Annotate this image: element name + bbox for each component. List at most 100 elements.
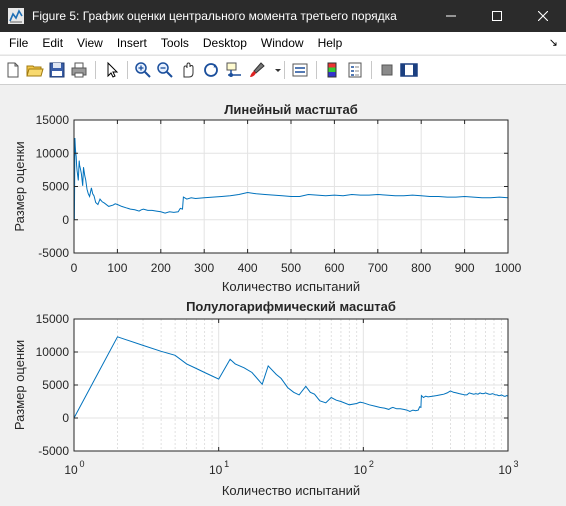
x-tick-label: 800 [411,261,431,275]
series-line [73,137,509,220]
menu-bar: File Edit View Insert Tools Desktop Wind… [0,32,566,54]
minimize-icon [446,15,456,17]
pointer-icon [107,61,119,78]
y-tick-label: 5000 [42,180,69,194]
new-figure-icon [7,62,19,78]
y-axis-label: Размер оценки [12,340,27,430]
open-icon [26,65,44,77]
x-tick-label: 10 [64,463,78,477]
figure-svg: 0 100 200 300 400 500 600 700 800 900 1000-5000050… [12,102,522,498]
y-tick-label: 15000 [36,113,70,127]
menu-help[interactable]: Help [317,36,343,50]
menu-insert[interactable]: Insert [116,36,147,50]
insert-colorbar-button[interactable] [322,60,342,80]
pan-icon [183,62,194,78]
zoom-out-button[interactable] [155,60,175,80]
pointer-button[interactable] [102,60,122,80]
x-tick-label: 700 [368,261,388,275]
axes-title: Линейный мастштаб [224,102,357,117]
zoom-in-icon [135,62,151,78]
y-tick-label: 0 [62,411,69,425]
axes-title: Полулогарифмический масштаб [186,299,396,314]
y-tick-label: 10000 [36,146,70,160]
axes-2: 10 0 10 1 10 2 10 3-5000050001000015000Полулога… [12,299,519,498]
x-tick-label: 10 [354,463,368,477]
y-tick-label: 0 [62,213,69,227]
x-tick-label: 200 [151,261,171,275]
x-tick-label: 400 [238,261,258,275]
x-tick-label: 300 [194,261,214,275]
y-tick-label: 15000 [36,312,70,326]
toolbar-separator [371,61,372,79]
insert-colorbar-icon [327,62,337,78]
insert-legend-button[interactable] [345,60,365,80]
x-tick-label: 100 [107,261,127,275]
menu-file[interactable]: File [9,36,29,50]
figure-canvas: 0 100 200 300 400 500 600 700 800 900 1000 -5000 0 50… [0,84,566,506]
axes-1: 0 100 200 300 400 500 600 700 800 900 1000-5000050… [12,102,522,294]
y-axis-label: Размер оценки [12,141,27,231]
new-figure-button[interactable] [3,60,23,80]
pan-button[interactable] [178,60,198,80]
toolbar-separator [284,61,285,79]
brush-icon [250,62,265,77]
x-axis-label: Количество испытаний [222,483,360,498]
y-tick-label: 5000 [42,378,69,392]
print-icon [71,62,87,78]
x-tick-label: 1000 [495,261,522,275]
rotate-3d-icon [204,63,218,77]
dock-arrow-icon[interactable]: ↘ [548,37,558,49]
chevron-down-icon [275,69,281,72]
data-cursor-button[interactable] [224,60,244,80]
insert-legend-icon [348,62,362,78]
series-line [73,336,509,419]
x-tick-label: 10 [209,463,223,477]
menu-desktop[interactable]: Desktop [202,36,247,50]
close-button[interactable] [520,0,566,32]
brush-dropdown[interactable] [268,60,281,80]
x-tick-exponent: 1 [224,459,229,469]
save-button[interactable] [47,60,67,80]
rotate-3d-button[interactable] [201,60,221,80]
link-plot-icon [292,63,308,77]
y-tick-label: 10000 [36,345,70,359]
minimize-button[interactable] [428,0,474,32]
menu-edit[interactable]: Edit [42,36,64,50]
save-icon [49,62,65,78]
x-tick-exponent: 3 [513,459,518,469]
figure-toolbar [0,55,566,85]
x-tick-label: 10 [498,463,512,477]
data-cursor-icon [226,62,241,77]
print-button[interactable] [69,60,89,80]
close-icon [538,11,548,21]
zoom-in-button[interactable] [133,60,153,80]
x-tick-exponent: 2 [369,459,374,469]
show-plot-tools-icon [400,63,418,77]
window-title: Figure 5: График оценки центрального мом… [32,9,397,23]
matlab-figure-icon [8,8,24,24]
x-tick-label: 600 [324,261,344,275]
toolbar-separator [95,61,96,79]
menu-view[interactable]: View [77,36,103,50]
x-tick-label: 500 [281,261,301,275]
window-titlebar[interactable]: Figure 5: График оценки центрального мом… [0,0,566,32]
x-tick-exponent: 0 [79,459,84,469]
toolbar-separator [316,61,317,79]
x-axis-label: Количество испытаний [222,279,360,294]
x-tick-label: 0 [71,261,78,275]
hide-plot-tools-icon [381,64,393,76]
menu-window[interactable]: Window [260,36,304,50]
link-plot-button[interactable] [290,60,310,80]
y-tick-label: -5000 [38,246,69,260]
maximize-button[interactable] [474,0,520,32]
toolbar-separator [127,61,128,79]
maximize-icon [492,11,502,21]
brush-button[interactable] [247,60,267,80]
menu-tools[interactable]: Tools [160,36,189,50]
x-tick-label: 900 [455,261,475,275]
show-plot-tools-button[interactable] [399,60,419,80]
open-button[interactable] [25,60,45,80]
y-tick-label: -5000 [38,444,69,458]
hide-plot-tools-button[interactable] [377,60,397,80]
zoom-out-icon [157,62,173,78]
